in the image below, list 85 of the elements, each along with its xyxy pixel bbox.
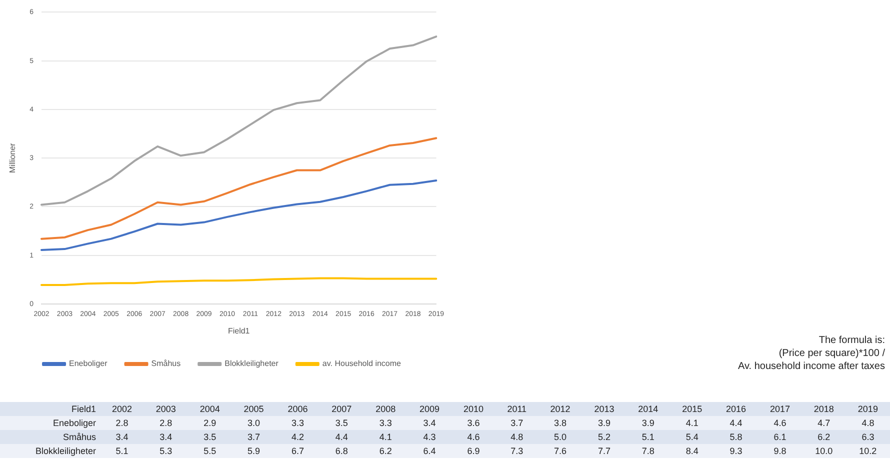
data-label: 3.0 [246, 417, 262, 430]
text: Av. household income after taxes [737, 360, 885, 373]
data-label: 3.3 [290, 417, 305, 430]
data-label: 3.6 [466, 417, 481, 430]
data-label: 5.8 [728, 431, 744, 444]
x-tick-label: 2002 [110, 403, 133, 416]
data-label: 5.9 [246, 445, 262, 458]
y-axis-title: Millioner [8, 142, 18, 173]
data-label: 7.7 [596, 445, 612, 458]
data-label: 10.2 [858, 445, 878, 458]
x-tick-label: 2004 [198, 403, 221, 416]
data-label: 4.2 [290, 431, 305, 444]
data-label: 4.8 [860, 417, 876, 430]
data-label: 3.7 [510, 417, 524, 430]
data-label: 2.8 [114, 417, 130, 430]
data-label: 3.3 [378, 417, 393, 430]
x-tick-label: 2012 [549, 403, 572, 416]
data-label: 6.7 [290, 445, 305, 458]
data-label: 6.2 [378, 445, 393, 458]
data-label: 6.2 [816, 431, 832, 444]
data-label: 9.3 [728, 445, 744, 458]
data-label: 6.3 [860, 431, 876, 444]
data-label: 3.5 [202, 431, 218, 444]
data-label: 8.4 [684, 445, 700, 458]
data-label: 10.0 [814, 445, 834, 458]
data-label: 4.4 [728, 417, 744, 430]
data-label: 2.9 [202, 417, 218, 430]
data-label: 6.4 [422, 445, 437, 458]
data-label: 5.1 [640, 431, 656, 444]
data-label: 5.2 [596, 431, 612, 444]
data-label: 3.4 [114, 431, 130, 444]
x-tick-label: 2011 [506, 403, 528, 416]
data-label: 5.3 [158, 445, 174, 458]
data-label: 4.4 [334, 431, 349, 444]
data-label: 6.9 [466, 445, 481, 458]
x-tick-label: 2009 [418, 403, 441, 416]
x-axis-title: Field1 [228, 326, 250, 336]
data-label: 2.8 [158, 417, 174, 430]
legend-label: Blokkleiligheter [224, 359, 279, 368]
x-tick-label: 2013 [593, 403, 616, 416]
legend-label: av. Household income [322, 359, 402, 368]
x-tick-label: 2008 [374, 403, 397, 416]
data-label: 5.5 [202, 445, 218, 458]
x-tick-label: 2003 [154, 403, 177, 416]
data-label: 4.3 [422, 431, 437, 444]
data-label: 4.6 [772, 417, 788, 430]
data-label: 7.6 [553, 445, 568, 458]
data-label: 7.8 [640, 445, 656, 458]
data-label: 3.7 [246, 431, 262, 444]
x-axis-title: Field1 [70, 403, 97, 416]
data-label: 6.1 [772, 431, 788, 444]
data-label: 4.8 [510, 431, 524, 444]
x-tick-label: 2007 [330, 403, 353, 416]
data-label: 3.9 [640, 417, 656, 430]
x-tick-label: 2006 [286, 403, 309, 416]
data-label: 3.5 [334, 417, 349, 430]
text: The formula is: [818, 334, 885, 347]
data-label: 6.8 [334, 445, 349, 458]
data-label: 4.1 [684, 417, 700, 430]
legend-label: Småhus [151, 359, 181, 368]
data-label: 4.6 [466, 431, 481, 444]
x-tick-label: 2005 [242, 403, 265, 416]
data-label: 5.4 [684, 431, 700, 444]
data-label: 5.0 [553, 431, 568, 444]
y-tick-label: Småhus [62, 431, 97, 444]
x-tick-label: 2018 [812, 403, 835, 416]
x-tick-label: 2015 [681, 403, 704, 416]
data-label: 7.3 [510, 445, 524, 458]
data-label: 3.9 [596, 417, 612, 430]
text: (Price per square)*100 / [778, 347, 885, 360]
x-tick-label: 2014 [637, 403, 660, 416]
data-label: 4.1 [378, 431, 393, 444]
data-label: 3.4 [158, 431, 174, 444]
x-tick-label: 2010 [462, 403, 484, 416]
x-tick-label: 2016 [725, 403, 748, 416]
x-tick-label: 2019 [856, 403, 879, 416]
data-label: 5.1 [114, 445, 130, 458]
data-label: 3.4 [422, 417, 437, 430]
x-tick-label: 2017 [768, 403, 791, 416]
data-label: 3.8 [553, 417, 568, 430]
data-label: 9.8 [772, 445, 788, 458]
y-tick-label: Blokkleiligheter [34, 445, 97, 458]
data-label: 4.7 [816, 417, 832, 430]
legend-label: Eneboliger [69, 359, 108, 368]
y-tick-label: Eneboliger [52, 417, 97, 430]
